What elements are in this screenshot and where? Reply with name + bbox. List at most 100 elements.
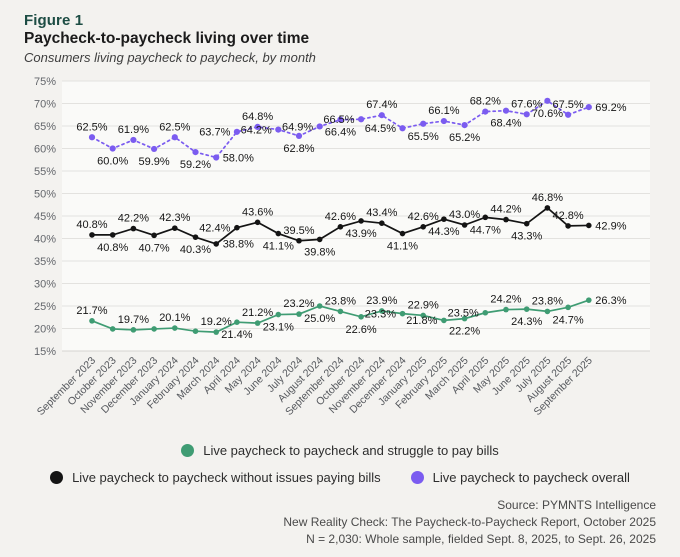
svg-text:35%: 35% bbox=[34, 256, 56, 268]
svg-text:24.3%: 24.3% bbox=[511, 316, 542, 328]
sample-line: N = 2,030: Whole sample, fielded Sept. 8… bbox=[306, 532, 656, 546]
svg-text:38.8%: 38.8% bbox=[223, 239, 254, 251]
svg-text:42.3%: 42.3% bbox=[159, 212, 190, 224]
svg-text:43.6%: 43.6% bbox=[242, 206, 273, 218]
svg-text:15%: 15% bbox=[34, 346, 56, 358]
svg-text:69.2%: 69.2% bbox=[595, 102, 626, 114]
svg-text:68.2%: 68.2% bbox=[470, 96, 501, 108]
svg-text:64.2%: 64.2% bbox=[241, 124, 272, 136]
svg-text:62.8%: 62.8% bbox=[283, 143, 314, 155]
svg-text:70%: 70% bbox=[34, 98, 56, 110]
chart-subtitle: Consumers living paycheck to paycheck, b… bbox=[24, 50, 316, 65]
svg-text:67.4%: 67.4% bbox=[366, 99, 397, 111]
svg-text:70.6%: 70.6% bbox=[532, 108, 563, 120]
svg-text:26.3%: 26.3% bbox=[595, 295, 626, 307]
svg-text:21.8%: 21.8% bbox=[406, 315, 437, 327]
svg-text:58.0%: 58.0% bbox=[223, 152, 254, 164]
svg-text:40.7%: 40.7% bbox=[138, 242, 169, 254]
svg-text:40.8%: 40.8% bbox=[97, 242, 128, 254]
svg-text:43.9%: 43.9% bbox=[345, 228, 376, 240]
svg-text:22.2%: 22.2% bbox=[449, 326, 480, 338]
svg-text:25.0%: 25.0% bbox=[304, 313, 335, 325]
svg-text:66.4%: 66.4% bbox=[325, 127, 356, 139]
svg-text:43.4%: 43.4% bbox=[366, 207, 397, 219]
svg-text:66.5%: 66.5% bbox=[323, 114, 354, 126]
figure-label: Figure 1 bbox=[24, 12, 84, 29]
svg-text:44.2%: 44.2% bbox=[490, 204, 521, 216]
svg-text:23.2%: 23.2% bbox=[283, 298, 314, 310]
svg-text:64.5%: 64.5% bbox=[365, 123, 396, 135]
svg-text:64.8%: 64.8% bbox=[242, 111, 273, 123]
svg-text:39.5%: 39.5% bbox=[283, 225, 314, 237]
svg-text:39.8%: 39.8% bbox=[304, 246, 335, 258]
svg-text:50%: 50% bbox=[34, 188, 56, 200]
svg-text:21.2%: 21.2% bbox=[242, 307, 273, 319]
svg-text:40%: 40% bbox=[34, 233, 56, 245]
svg-text:21.7%: 21.7% bbox=[76, 305, 107, 317]
legend-label: Live paycheck to paycheck overall bbox=[432, 470, 630, 485]
svg-text:68.4%: 68.4% bbox=[490, 118, 521, 130]
svg-text:42.2%: 42.2% bbox=[118, 213, 149, 225]
legend-row: Live paycheck to paycheck without issues… bbox=[0, 464, 680, 491]
svg-text:23.5%: 23.5% bbox=[448, 308, 479, 320]
svg-text:60.0%: 60.0% bbox=[97, 156, 128, 168]
title-block: Figure 1 Paycheck-to-paycheck living ove… bbox=[24, 12, 316, 65]
svg-text:20.1%: 20.1% bbox=[159, 312, 190, 324]
legend-item: Live paycheck to paycheck overall bbox=[410, 470, 630, 485]
svg-text:40.8%: 40.8% bbox=[76, 219, 107, 231]
svg-text:43.3%: 43.3% bbox=[511, 231, 542, 243]
svg-text:42.8%: 42.8% bbox=[552, 210, 583, 222]
legend-item: Live paycheck to paycheck and struggle t… bbox=[181, 443, 499, 458]
svg-text:59.2%: 59.2% bbox=[180, 159, 211, 171]
svg-text:20%: 20% bbox=[34, 323, 56, 335]
svg-text:46.8%: 46.8% bbox=[532, 192, 563, 204]
svg-text:65.5%: 65.5% bbox=[408, 131, 439, 143]
series-2-labels: 21.7% 19.7% 20.1% 19.2%21.4% 21.2% 23.1% 23.2%… bbox=[76, 294, 626, 342]
legend-label: Live paycheck to paycheck and struggle t… bbox=[203, 443, 499, 458]
svg-text:41.1%: 41.1% bbox=[387, 241, 418, 253]
svg-text:44.7%: 44.7% bbox=[470, 224, 501, 236]
series-2 bbox=[89, 297, 592, 335]
svg-text:55%: 55% bbox=[34, 166, 56, 178]
legend-row: Live paycheck to paycheck and struggle t… bbox=[0, 437, 680, 464]
svg-text:22.9%: 22.9% bbox=[408, 299, 439, 311]
svg-text:42.6%: 42.6% bbox=[325, 211, 356, 223]
svg-text:63.7%: 63.7% bbox=[199, 127, 230, 139]
svg-text:30%: 30% bbox=[34, 278, 56, 290]
svg-text:59.9%: 59.9% bbox=[138, 156, 169, 168]
svg-text:67.6%: 67.6% bbox=[511, 98, 542, 110]
legend-dot-icon bbox=[50, 471, 64, 484]
svg-text:66.1%: 66.1% bbox=[428, 105, 459, 117]
svg-text:24.7%: 24.7% bbox=[552, 314, 583, 326]
legend-dot-icon bbox=[410, 471, 424, 484]
svg-text:42.4%: 42.4% bbox=[199, 223, 230, 235]
series-1 bbox=[89, 205, 592, 247]
gridlines bbox=[62, 80, 650, 352]
svg-text:23.8%: 23.8% bbox=[325, 295, 356, 307]
svg-text:19.2%: 19.2% bbox=[201, 316, 232, 328]
svg-text:25%: 25% bbox=[34, 301, 56, 313]
svg-text:42.9%: 42.9% bbox=[595, 220, 626, 232]
report-line: New Reality Check: The Paycheck-to-Paych… bbox=[283, 515, 656, 529]
legend-item: Live paycheck to paycheck without issues… bbox=[50, 470, 381, 485]
svg-text:40.3%: 40.3% bbox=[180, 244, 211, 256]
series-1-labels: 40.8% 40.8% 42.2% 40.7% 42.3% 40.3% 38.8% 42.4%… bbox=[76, 192, 626, 259]
source-line: Source: PYMNTS Intelligence bbox=[497, 498, 656, 512]
svg-text:23.3%: 23.3% bbox=[365, 308, 396, 320]
svg-text:23.1%: 23.1% bbox=[263, 322, 294, 334]
y-axis-labels: 75% 70% 65% 60% 55% 50% 45% 40% 35% 30% 25% 20% 15% bbox=[34, 76, 56, 358]
svg-text:21.4%: 21.4% bbox=[221, 329, 252, 341]
svg-text:22.6%: 22.6% bbox=[345, 324, 376, 336]
svg-text:65.2%: 65.2% bbox=[449, 132, 480, 144]
series-0 bbox=[88, 97, 592, 161]
svg-text:41.1%: 41.1% bbox=[263, 241, 294, 253]
legend: Live paycheck to paycheck and struggle t… bbox=[0, 437, 680, 491]
svg-text:23.8%: 23.8% bbox=[532, 295, 563, 307]
source-note: Source: PYMNTS Intelligence New Reality … bbox=[283, 497, 656, 548]
svg-text:67.5%: 67.5% bbox=[552, 99, 583, 111]
svg-text:65%: 65% bbox=[34, 121, 56, 133]
svg-text:75%: 75% bbox=[34, 76, 56, 88]
svg-text:44.3%: 44.3% bbox=[428, 226, 459, 238]
